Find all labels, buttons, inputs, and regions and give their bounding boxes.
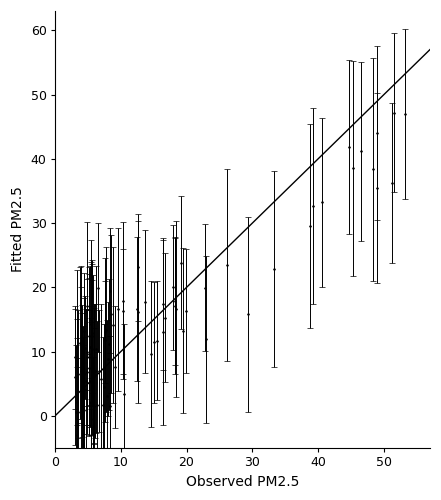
Y-axis label: Fitted PM2.5: Fitted PM2.5 — [11, 186, 25, 272]
X-axis label: Observed PM2.5: Observed PM2.5 — [186, 475, 299, 489]
